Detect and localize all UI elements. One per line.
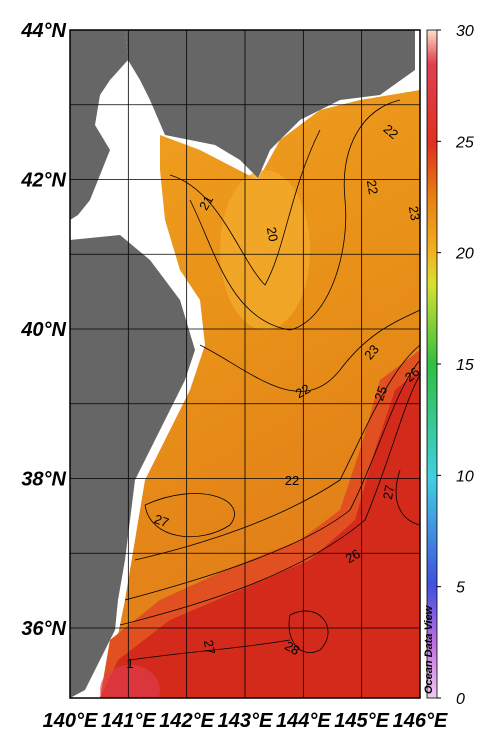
contour-label: 26 bbox=[343, 546, 363, 566]
watermark: Ocean Data View bbox=[423, 604, 435, 694]
lon-label: 143°E bbox=[218, 710, 273, 732]
contour-label: 22 bbox=[364, 179, 381, 196]
contour-label: 25 bbox=[371, 384, 390, 403]
lon-label: 140°E bbox=[43, 710, 98, 732]
contour-label: 22 bbox=[293, 381, 313, 401]
contour-label: 21 bbox=[196, 193, 216, 213]
colorbar bbox=[426, 29, 438, 699]
lat-label: 40°N bbox=[20, 319, 66, 341]
colorbar-label: 20 bbox=[455, 246, 474, 263]
colorbar-label: 10 bbox=[456, 468, 474, 485]
lat-label: 38°N bbox=[21, 469, 66, 491]
contour-label: 28 bbox=[282, 638, 302, 658]
map-frame bbox=[69, 29, 421, 699]
contour-label: 22 bbox=[285, 473, 299, 488]
lat-label: 36°N bbox=[21, 618, 66, 640]
contour-label: 27 bbox=[201, 639, 218, 656]
contour-label: 27 bbox=[380, 484, 397, 501]
lon-label: 144°E bbox=[276, 710, 331, 732]
contour-label: 20 bbox=[264, 226, 281, 243]
colorbar-label: 15 bbox=[456, 357, 474, 374]
lon-label: 141°E bbox=[101, 710, 156, 732]
map-area bbox=[70, 30, 420, 698]
lon-label: 146°E bbox=[393, 710, 448, 732]
lat-label: 42°N bbox=[20, 170, 66, 192]
lat-label: 44°N bbox=[20, 20, 66, 42]
colorbar-label: 30 bbox=[456, 23, 474, 40]
colorbar-label: 25 bbox=[455, 134, 474, 151]
contour-label: 23 bbox=[406, 205, 423, 222]
lon-label: 142°E bbox=[159, 710, 214, 732]
contour-label: 1 bbox=[126, 656, 133, 671]
colorbar-label: 0 bbox=[456, 691, 465, 708]
contour-label: 27 bbox=[152, 511, 171, 530]
lon-label: 145°E bbox=[334, 710, 389, 732]
colorbar-label: 5 bbox=[456, 580, 465, 597]
